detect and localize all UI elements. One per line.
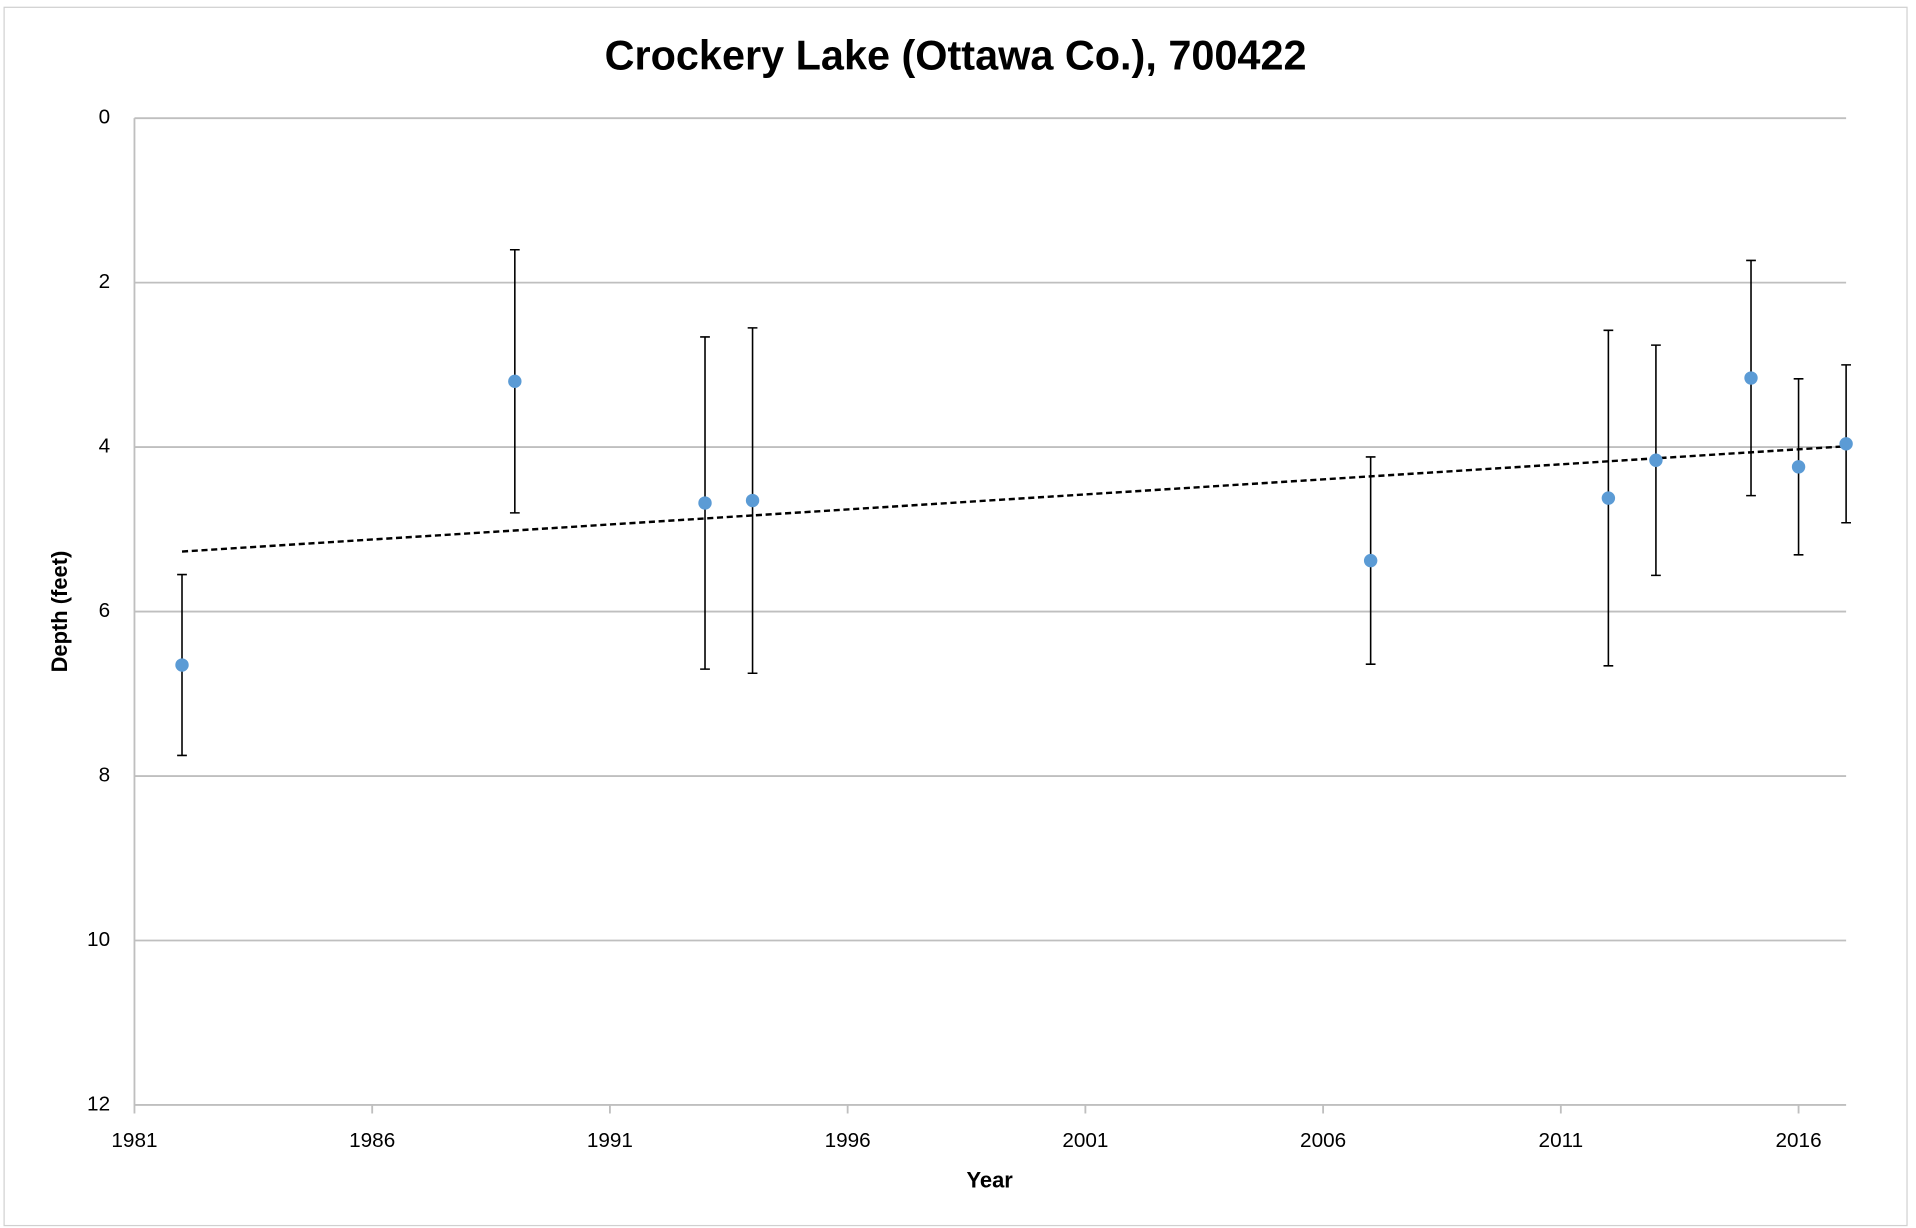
x-tick-label: 2006 xyxy=(1300,1129,1346,1152)
chart-border xyxy=(3,6,1908,1227)
y-tick-label: 2 xyxy=(99,270,111,293)
y-tick-label: 4 xyxy=(99,435,111,458)
data-point xyxy=(745,493,760,508)
x-tick-label: 1996 xyxy=(825,1129,871,1152)
trendline xyxy=(181,445,1847,553)
data-point xyxy=(1363,553,1378,568)
y-tick-label: 10 xyxy=(87,928,110,951)
y-tick-label: 0 xyxy=(99,106,111,129)
x-tick-label: 1981 xyxy=(111,1129,157,1152)
data-point xyxy=(1744,371,1758,385)
data-point xyxy=(1649,453,1663,467)
data-point xyxy=(175,658,189,672)
data-point xyxy=(1791,460,1806,474)
x-tick-label: 2001 xyxy=(1062,1129,1108,1152)
data-point xyxy=(1839,437,1853,451)
x-tick-label: 1991 xyxy=(587,1129,633,1152)
y-tick-label: 6 xyxy=(99,599,111,622)
data-point xyxy=(1601,491,1616,505)
x-tick-label: 2016 xyxy=(1776,1129,1822,1152)
y-tick-label: 8 xyxy=(99,763,111,786)
x-axis-title: Year xyxy=(967,1168,1014,1193)
y-tick-label: 12 xyxy=(87,1092,110,1115)
chart-title: Crockery Lake (Ottawa Co.), 700422 xyxy=(605,32,1307,78)
data-point xyxy=(508,374,522,389)
x-tick-label: 2011 xyxy=(1539,1129,1584,1152)
data-point xyxy=(698,496,712,510)
x-tick-label: 1986 xyxy=(349,1129,395,1152)
y-axis-title: Depth (feet) xyxy=(47,551,72,673)
